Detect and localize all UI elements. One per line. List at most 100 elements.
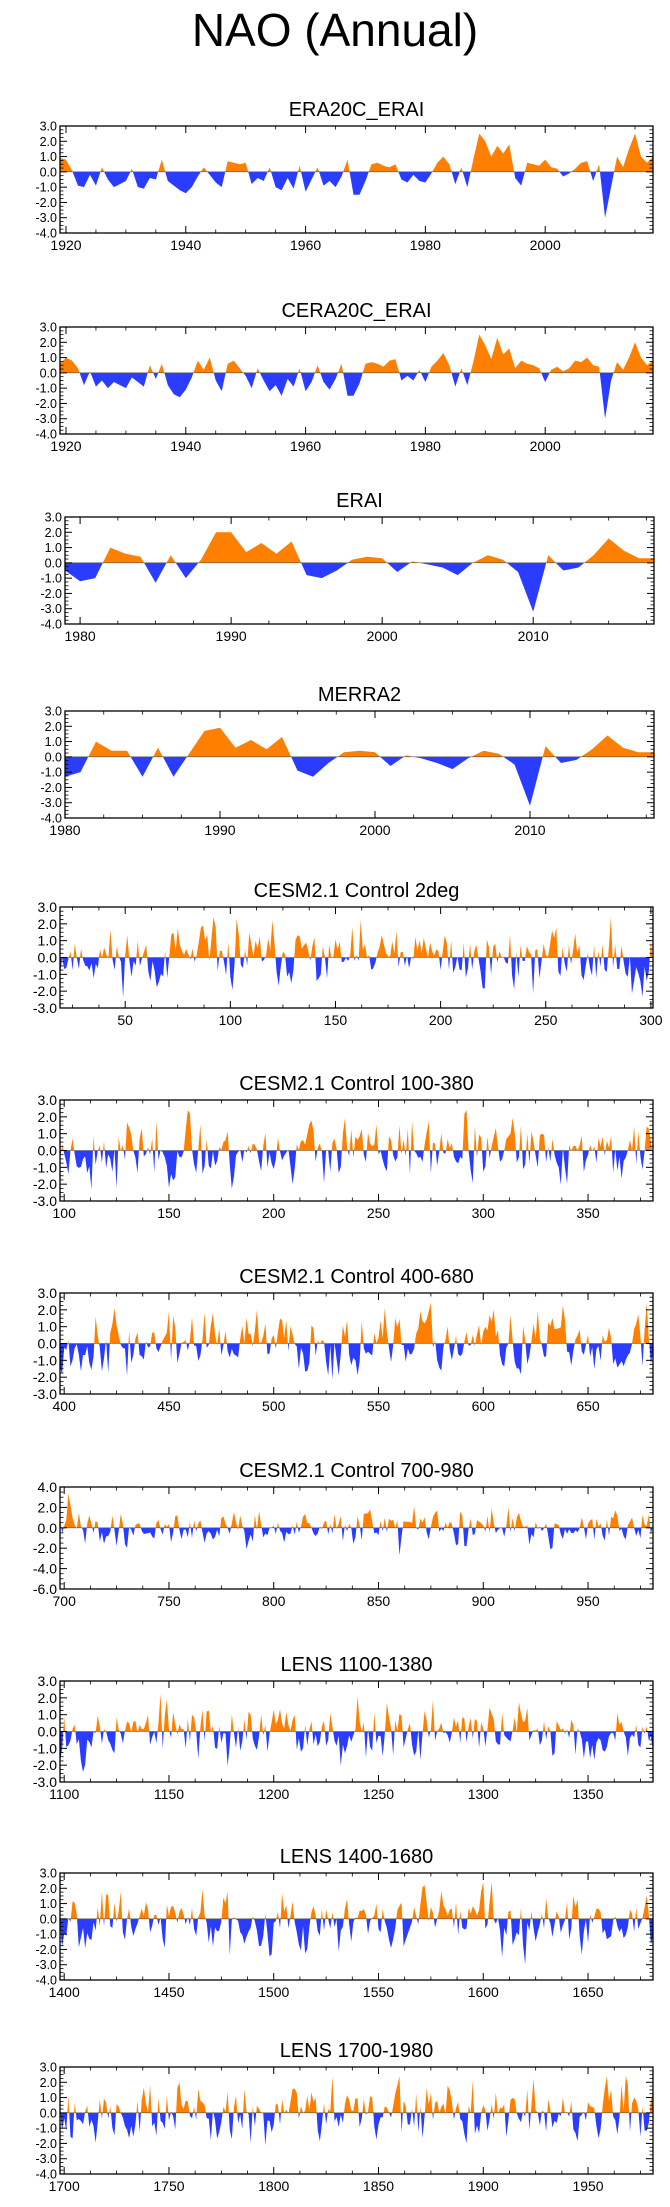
y-tick-label: -3.0 bbox=[35, 412, 57, 426]
panel-title: CESM2.1 Control 2deg bbox=[254, 880, 460, 902]
negative-area bbox=[65, 756, 581, 806]
y-tick-label: -1.0 bbox=[33, 1159, 57, 1175]
y-tick-label: 3.0 bbox=[40, 2061, 57, 2075]
x-tick-label: 2010 bbox=[514, 822, 545, 838]
x-tick-label: 200 bbox=[429, 1012, 453, 1028]
y-tick-label: 2.0 bbox=[38, 1499, 58, 1515]
panel-title: ERAI bbox=[336, 490, 383, 512]
y-tick-label: -2.0 bbox=[33, 1757, 57, 1773]
main-title: NAO (Annual) bbox=[191, 4, 479, 56]
y-tick-label: 1.0 bbox=[40, 1897, 57, 1911]
chart-panel: LENS 1400-1680 3.02.01.00.0 -1.0-2.0-3.0 -4… bbox=[35, 1846, 654, 2000]
y-tick-label: 3.0 bbox=[45, 511, 62, 525]
y-tick-label: -4.0 bbox=[35, 2168, 57, 2182]
panel-title: LENS 1400-1680 bbox=[280, 1846, 433, 1868]
x-tick-label: 1940 bbox=[170, 237, 201, 253]
y-tick-label: 3.0 bbox=[38, 1092, 58, 1108]
y-tick-label: -1.0 bbox=[40, 572, 62, 586]
y-tick-label: 1.0 bbox=[45, 541, 62, 555]
y-tick-label: 0.0 bbox=[38, 1336, 58, 1352]
x-tick-label: 600 bbox=[472, 1398, 496, 1414]
y-tick-label: -2.0 bbox=[35, 196, 57, 210]
y-tick-label: 2.0 bbox=[45, 720, 62, 734]
y-tick-label: -6.0 bbox=[33, 1581, 57, 1597]
y-tick-label: -3.0 bbox=[33, 1386, 57, 1402]
x-tick-label: 1250 bbox=[363, 1786, 394, 1802]
y-tick-label: 2.0 bbox=[38, 1690, 58, 1706]
x-tick-label: 200 bbox=[262, 1205, 286, 1221]
x-tick-label: 350 bbox=[576, 1205, 600, 1221]
y-tick-label: -1.0 bbox=[33, 966, 57, 982]
y-tick-label: -4.0 bbox=[40, 618, 62, 632]
y-tick-label: 3.0 bbox=[45, 705, 62, 719]
y-tick-label: 0.0 bbox=[45, 750, 62, 764]
x-tick-label: 1940 bbox=[170, 438, 201, 454]
y-tick-label: -1.0 bbox=[33, 1740, 57, 1756]
x-tick-label: 1300 bbox=[468, 1786, 499, 1802]
x-tick-label: 700 bbox=[53, 1593, 77, 1609]
chart-panel: LENS 1100-13803.02.01.00.0-1.0-2.0-3.011… bbox=[33, 1654, 654, 1802]
y-tick-label: -4.0 bbox=[35, 1974, 57, 1988]
y-tick-label: 3.0 bbox=[38, 1285, 58, 1301]
y-tick-label: -1.0 bbox=[33, 1352, 57, 1368]
panel-title: CESM2.1 Control 100-380 bbox=[239, 1073, 474, 1095]
x-tick-label: 1960 bbox=[290, 237, 321, 253]
panel-title: LENS 1100-1380 bbox=[281, 1654, 433, 1676]
positive-area bbox=[67, 1303, 650, 1344]
y-tick-label: -3.0 bbox=[33, 1193, 57, 1209]
y-tick-label: -1.0 bbox=[35, 2122, 57, 2136]
y-tick-label: 1.0 bbox=[40, 351, 57, 365]
y-tick-label: -2.0 bbox=[35, 397, 57, 411]
negative-area bbox=[65, 562, 585, 612]
y-tick-label: 0.0 bbox=[38, 1520, 58, 1536]
x-tick-label: 1900 bbox=[468, 2178, 499, 2194]
chart-panel: ERA20C_ERAI3.02.01.00.0-1.0-2.0-3.0-4.01… bbox=[35, 99, 654, 253]
y-tick-label: -1.0 bbox=[40, 766, 62, 780]
panel-title: ERA20C_ERAI bbox=[289, 99, 425, 121]
y-tick-label: -4.0 bbox=[33, 1561, 57, 1577]
x-tick-label: 2000 bbox=[530, 237, 561, 253]
x-tick-label: 1920 bbox=[50, 438, 81, 454]
panel-title: CESM2.1 Control 400-680 bbox=[239, 1266, 474, 1288]
x-tick-label: 650 bbox=[576, 1398, 600, 1414]
panel-title: LENS 1700-1980 bbox=[280, 2040, 433, 2062]
x-tick-label: 1990 bbox=[204, 822, 235, 838]
y-tick-label: 4.0 bbox=[38, 1479, 58, 1495]
x-tick-label: 1960 bbox=[290, 438, 321, 454]
plot-frame bbox=[59, 1486, 654, 1590]
plot-frame bbox=[59, 2066, 654, 2175]
negative-area bbox=[60, 1731, 653, 1772]
x-tick-label: 300 bbox=[472, 1205, 496, 1221]
y-tick-label: 1.0 bbox=[40, 150, 57, 164]
y-tick-label: 1.0 bbox=[38, 1707, 58, 1723]
y-tick-label: 0.0 bbox=[40, 165, 57, 179]
y-tick-label: -1.0 bbox=[35, 181, 57, 195]
x-tick-label: 1200 bbox=[258, 1786, 289, 1802]
x-tick-label: 550 bbox=[367, 1398, 391, 1414]
x-tick-label: 1850 bbox=[363, 2178, 394, 2194]
positive-area bbox=[63, 1693, 648, 1732]
y-tick-label: 2.0 bbox=[38, 1302, 58, 1318]
x-tick-label: 2000 bbox=[367, 628, 398, 644]
y-tick-label: 2.0 bbox=[40, 135, 57, 149]
x-tick-label: 1550 bbox=[363, 1984, 394, 2000]
y-tick-label: 3.0 bbox=[40, 1867, 57, 1881]
negative-area bbox=[60, 1343, 653, 1380]
y-tick-label: -2.0 bbox=[40, 587, 62, 601]
y-tick-label: 1.0 bbox=[45, 735, 62, 749]
y-tick-label: 3.0 bbox=[38, 899, 58, 915]
y-tick-label: -2.0 bbox=[40, 781, 62, 795]
y-tick-label: 0.0 bbox=[38, 1724, 58, 1740]
x-tick-label: 150 bbox=[324, 1012, 348, 1028]
y-tick-label: 2.0 bbox=[38, 1109, 58, 1125]
y-tick-label: 0.0 bbox=[45, 556, 62, 570]
x-tick-label: 2010 bbox=[518, 628, 549, 644]
negative-area bbox=[60, 957, 653, 998]
y-tick-label: -2.0 bbox=[35, 2137, 57, 2151]
x-tick-label: 1990 bbox=[216, 628, 247, 644]
x-tick-label: 2000 bbox=[359, 822, 390, 838]
negative-area bbox=[60, 1918, 653, 1965]
x-tick-label: 1450 bbox=[153, 1984, 184, 2000]
